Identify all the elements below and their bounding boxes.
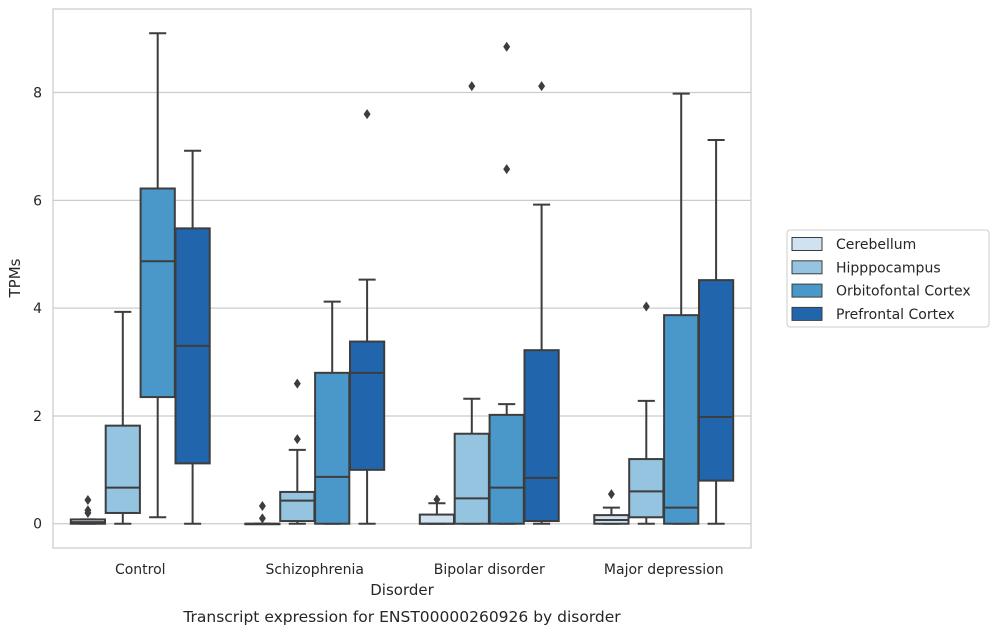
box [453, 432, 490, 525]
outlier-point [84, 505, 92, 516]
legend-swatch [791, 306, 823, 321]
x-tick-label: Control [115, 562, 166, 578]
y-tick-label: 2 [33, 409, 42, 425]
outlier-point [293, 378, 301, 389]
box [279, 490, 316, 523]
y-tick-label: 0 [33, 517, 42, 533]
y-axis-ticks: 0 2 4 6 8 [33, 86, 42, 533]
outlier-point [293, 434, 301, 445]
box [104, 424, 141, 514]
x-tick-label: Major depression [604, 562, 724, 578]
outlier-point [433, 494, 441, 505]
box [348, 340, 386, 471]
figure-caption: Transcript expression for ENST0000026092… [182, 608, 621, 626]
legend-label: Prefrontal Cortex [836, 307, 955, 323]
legend-swatch [791, 237, 823, 251]
y-tick-label: 6 [33, 193, 42, 209]
outlier-point [258, 513, 266, 524]
box [418, 513, 456, 525]
box-group [418, 41, 560, 525]
outlier-point [363, 109, 371, 120]
box-groups [69, 32, 735, 526]
legend-label: Hipppocampus [836, 260, 941, 276]
box [523, 349, 560, 523]
x-tick-label: Schizophrenia [266, 562, 364, 578]
y-tick-label: 4 [33, 301, 42, 317]
outlier-point [642, 301, 650, 312]
legend-swatch [791, 283, 823, 298]
box-group [69, 32, 211, 525]
outlier-point [503, 164, 511, 175]
box [488, 413, 525, 525]
x-axis-ticks: Control Schizophrenia Bipolar disorder Majo… [115, 562, 724, 578]
y-axis-title: TPMs [6, 258, 24, 298]
box [697, 279, 735, 482]
box [628, 458, 665, 519]
outlier-point [538, 81, 546, 92]
outlier-point [503, 41, 511, 52]
legend: Cerebellum Hipppocampus Orbitofontal Corte… [786, 229, 990, 328]
box [663, 314, 700, 525]
box [139, 187, 176, 399]
x-tick-label: Bipolar disorder [434, 562, 545, 578]
legend-frame [786, 229, 990, 328]
y-tick-label: 8 [33, 86, 42, 102]
outlier-point [258, 500, 266, 511]
box-group [593, 92, 735, 525]
legend-label: Orbitofontal Cortex [836, 284, 971, 300]
box-group [244, 109, 386, 526]
outlier-point [84, 495, 92, 506]
legend-label: Cerebellum [836, 237, 916, 253]
plot-frame [52, 8, 752, 549]
legend-swatch [791, 260, 823, 275]
box [314, 371, 351, 525]
x-axis-title: Disorder [370, 581, 434, 599]
outlier-point [468, 81, 476, 92]
outlier-point [607, 489, 615, 500]
